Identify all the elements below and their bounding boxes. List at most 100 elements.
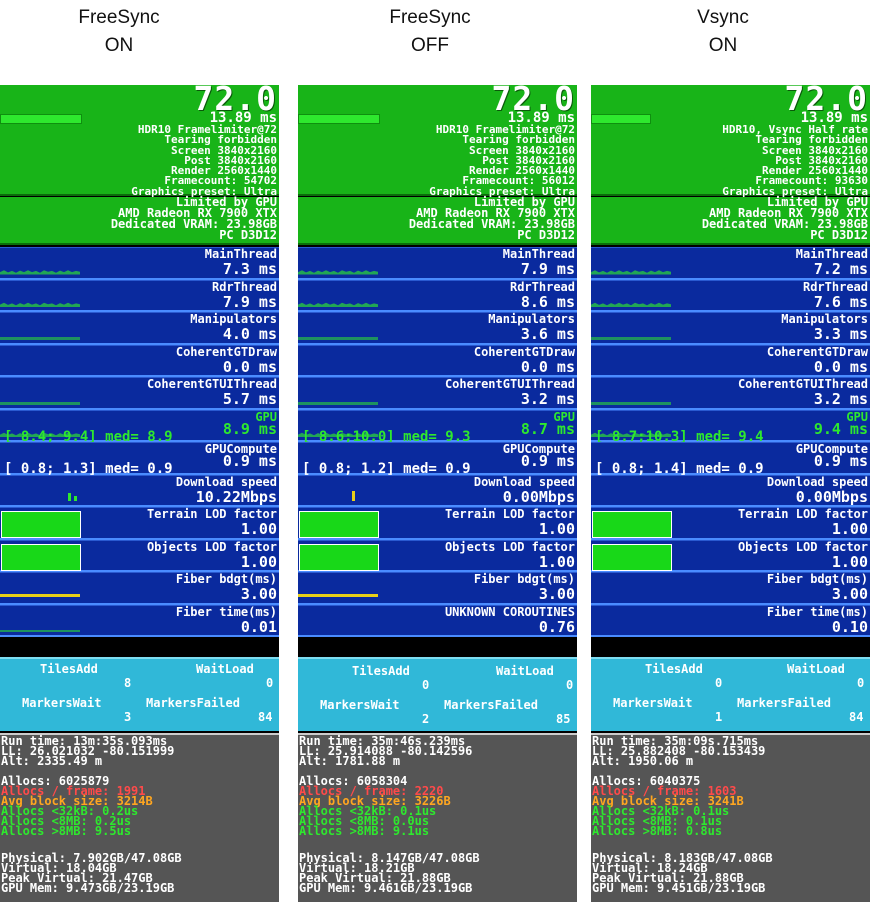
markers-failed-label: MarkersFailed — [146, 696, 240, 710]
avg-block-size: Avg block size: 3241B — [592, 794, 744, 808]
frame-stats: 72.0 13.89 ms HDR10, Vsync Half rate Tear… — [591, 85, 870, 197]
vram: Dedicated VRAM: 23.98GB — [408, 217, 575, 231]
render-resolution: Render 2560x1440 — [762, 164, 868, 178]
timing-value: 3.2 ms — [813, 390, 868, 408]
memory-stats: Run time: 13m:35s.093ms LL: 26.021032 -8… — [0, 733, 279, 902]
timing-label: Manipulators — [781, 312, 868, 326]
timing-label: Download speed — [175, 474, 277, 489]
timing-label: MainThread — [502, 247, 575, 261]
altitude: Alt: 1781.88 m — [299, 754, 401, 768]
timing-label: Terrain LOD factor — [444, 507, 575, 521]
wait-load-label: WaitLoad — [496, 664, 554, 678]
vram: Dedicated VRAM: 23.98GB — [701, 217, 868, 231]
timing-value: 3.3 ms — [813, 325, 868, 343]
timing-row-download-speed: Download speed 0.00Mbps — [591, 474, 870, 507]
timing-row-fiber-budget: Fiber bdgt(ms) 3.00 — [591, 572, 870, 605]
timing-value: 0.00Mbps — [502, 487, 575, 506]
platform: PC D3D12 — [219, 228, 277, 242]
tiles-add-value: 8 — [124, 676, 132, 690]
timing-row-fiber-budget: Fiber bdgt(ms) 3.00 — [298, 572, 577, 605]
timing-range: [ 0.8; 1.2] med= 0.9 — [302, 461, 471, 477]
thread-timings: MainThread 7.3 ms RdrThread 7.9 ms Manipul… — [0, 247, 279, 637]
platform: PC D3D12 — [517, 228, 575, 242]
timing-value: 10.22Mbps — [195, 487, 277, 506]
column-header-vsync-on: Vsync ON — [578, 4, 868, 60]
timing-row-gpu: GPU 9.4 ms [ 8.7;10.3] med= 9.4 — [591, 409, 870, 444]
lat-long: LL: 26.021032 -80.151999 — [1, 744, 175, 758]
timing-label: Terrain LOD factor — [737, 507, 868, 521]
timing-value: 7.2 ms — [813, 260, 868, 278]
timing-range: [ 8.4; 9.4] med= 8.9 — [4, 428, 173, 445]
timing-row-download-speed: Download speed 0.00Mbps — [298, 474, 577, 507]
overlay-panel-freesync-off: 72.0 13.89 ms HDR10 Framelimiter@72 Teari… — [298, 85, 577, 902]
display-settings: HDR10, Vsync Half rate Tearing forbidden S… — [722, 124, 868, 197]
timing-graph — [591, 336, 671, 340]
timing-value: 0.0 ms — [222, 357, 277, 376]
timing-row-coherentgtuithread: CoherentGTUIThread 3.2 ms — [298, 377, 577, 410]
allocs-under-8mb: Allocs <8MB: 0.0us — [299, 814, 430, 828]
download-spike — [68, 493, 71, 501]
altitude: Alt: 1950.06 m — [592, 754, 694, 768]
timing-value: 0.9 ms — [222, 452, 277, 470]
timing-graph — [591, 401, 671, 405]
timing-row-download-speed: Download speed 10.22Mbps — [0, 474, 279, 507]
timing-label: RdrThread — [211, 279, 277, 294]
allocs-32k: Allocs <32kB: 0.1us — [299, 804, 437, 818]
timing-row-coherentgtdraw: CoherentGTDraw 0.0 ms — [0, 344, 279, 377]
lat-long: LL: 25.914088 -80.142596 — [299, 744, 473, 758]
screen-resolution: Screen 3840x2160 — [762, 143, 868, 157]
timing-label: CoherentGTDraw — [175, 344, 277, 359]
timing-graph — [0, 630, 80, 632]
timing-label: Manipulators — [488, 312, 575, 326]
markers-failed-label: MarkersFailed — [444, 698, 538, 712]
timing-row-rdrthread: RdrThread 8.6 ms — [298, 279, 577, 312]
timing-row-gpu: GPU 8.7 ms [ 8.6;10.0] med= 9.3 — [298, 409, 577, 444]
timing-label: CoherentGTUIThread — [146, 377, 277, 391]
sync-mode: HDR10 Framelimiter@72 — [137, 123, 277, 136]
allocs-per-frame: Allocs / frame: 2220 — [299, 784, 444, 798]
graphics-preset: Graphics preset: Ultra — [131, 184, 277, 198]
download-spike — [352, 491, 355, 501]
limiter: Limited by GPU — [175, 195, 277, 209]
timing-value: 7.9 ms — [520, 260, 575, 278]
column-title: FreeSync — [78, 7, 160, 28]
timing-value: 0.76 — [538, 617, 575, 636]
timing-label: GPU — [846, 409, 868, 424]
gpu-memory: GPU Mem: 9.461GB/23.19GB — [299, 881, 473, 895]
wait-load-label: WaitLoad — [787, 662, 845, 676]
timing-row-terrain-lod: Terrain LOD factor 1.00 — [0, 507, 279, 540]
wait-load-value: 0 — [266, 676, 274, 690]
run-time: Run time: 35m:09s.715ms — [592, 734, 759, 748]
virtual-memory: Virtual: 18.04GB — [1, 861, 117, 875]
post-resolution: Post 3840x2160 — [184, 153, 277, 167]
wait-load-label: WaitLoad — [196, 662, 254, 676]
thread-timings: MainThread 7.2 ms RdrThread 7.6 ms Manipul… — [591, 247, 870, 637]
lod-indicator — [1, 543, 81, 571]
avg-block-size: Avg block size: 3226B — [299, 794, 451, 808]
timing-value: 8.9 ms — [222, 419, 277, 438]
allocs-over-8mb: Allocs >8MB: 9.5us — [1, 824, 132, 838]
lat-long: LL: 25.882408 -80.153439 — [592, 744, 766, 758]
lod-indicator — [592, 511, 672, 538]
timing-label: Download speed — [766, 474, 868, 489]
lod-indicator — [299, 543, 379, 571]
gpu-name: AMD Radeon RX 7900 XTX — [118, 206, 277, 220]
framecount: Framecount: 54702 — [164, 174, 277, 188]
lod-indicator — [1, 511, 81, 538]
timing-label: Objects LOD factor — [444, 539, 575, 554]
timing-row-mainthread: MainThread 7.2 ms — [591, 247, 870, 280]
timing-graph — [0, 302, 80, 307]
wait-load-value: 0 — [857, 676, 865, 690]
timing-label: Objects LOD factor — [737, 539, 868, 554]
markers-failed-value: 84 — [258, 710, 273, 724]
screen-resolution: Screen 3840x2160 — [171, 143, 277, 157]
lod-indicator — [299, 511, 379, 538]
timing-row-terrain-lod: Terrain LOD factor 1.00 — [591, 507, 870, 540]
tearing-mode: Tearing forbidden — [462, 133, 575, 147]
tiles-add-label: TilesAdd — [40, 662, 98, 676]
timing-value: 7.9 ms — [222, 292, 277, 311]
timing-row-gpucompute: GPUCompute 0.9 ms [ 0.8; 1.2] med= 0.9 — [298, 442, 577, 477]
frame-time: 13.89 ms — [209, 110, 277, 126]
timing-value: 3.00 — [538, 585, 575, 603]
timing-label: Manipulators — [190, 312, 277, 326]
